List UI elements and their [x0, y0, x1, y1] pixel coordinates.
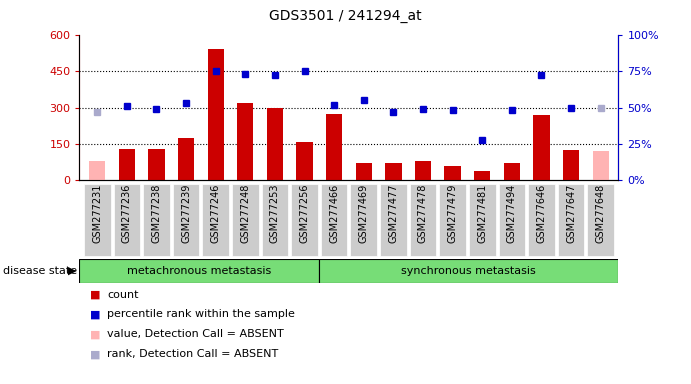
Bar	[326, 114, 342, 180]
Text: GDS3501 / 241294_at: GDS3501 / 241294_at	[269, 9, 422, 23]
Text: GSM277231: GSM277231	[92, 184, 102, 243]
Bar	[119, 149, 135, 180]
Text: value, Detection Call = ABSENT: value, Detection Call = ABSENT	[107, 329, 284, 339]
FancyBboxPatch shape	[79, 259, 319, 283]
Text: GSM277647: GSM277647	[566, 184, 576, 243]
FancyBboxPatch shape	[321, 184, 348, 256]
Text: ■: ■	[90, 329, 100, 339]
Bar	[563, 150, 579, 180]
FancyBboxPatch shape	[498, 184, 525, 256]
Text: percentile rank within the sample: percentile rank within the sample	[107, 310, 295, 319]
FancyBboxPatch shape	[528, 184, 555, 256]
Bar	[267, 108, 283, 180]
FancyBboxPatch shape	[587, 184, 614, 256]
Text: GSM277494: GSM277494	[507, 184, 517, 243]
FancyBboxPatch shape	[291, 184, 318, 256]
Text: ▶: ▶	[68, 266, 77, 276]
FancyBboxPatch shape	[84, 184, 111, 256]
Bar	[149, 149, 164, 180]
FancyBboxPatch shape	[143, 184, 170, 256]
Text: ■: ■	[90, 349, 100, 359]
Text: GSM277236: GSM277236	[122, 184, 132, 243]
Bar	[415, 161, 431, 180]
Text: ■: ■	[90, 310, 100, 319]
Bar	[385, 164, 401, 180]
FancyBboxPatch shape	[439, 184, 466, 256]
Bar	[504, 164, 520, 180]
Bar	[296, 142, 312, 180]
Bar	[474, 171, 491, 180]
Text: GSM277238: GSM277238	[151, 184, 162, 243]
Text: synchronous metastasis: synchronous metastasis	[401, 266, 536, 276]
FancyBboxPatch shape	[410, 184, 436, 256]
Text: GSM277246: GSM277246	[211, 184, 220, 243]
Bar	[444, 166, 461, 180]
Text: GSM277466: GSM277466	[329, 184, 339, 243]
Bar	[356, 164, 372, 180]
Text: GSM277479: GSM277479	[448, 184, 457, 243]
FancyBboxPatch shape	[113, 184, 140, 256]
FancyBboxPatch shape	[262, 184, 288, 256]
Text: GSM277239: GSM277239	[181, 184, 191, 243]
Text: GSM277478: GSM277478	[418, 184, 428, 243]
FancyBboxPatch shape	[558, 184, 585, 256]
Bar	[207, 49, 224, 180]
Text: GSM277477: GSM277477	[388, 184, 399, 243]
Text: GSM277646: GSM277646	[536, 184, 547, 243]
FancyBboxPatch shape	[319, 259, 618, 283]
Text: ■: ■	[90, 290, 100, 300]
Bar	[237, 103, 254, 180]
Text: GSM277248: GSM277248	[240, 184, 250, 243]
Text: rank, Detection Call = ABSENT: rank, Detection Call = ABSENT	[107, 349, 278, 359]
FancyBboxPatch shape	[350, 184, 377, 256]
Text: metachronous metastasis: metachronous metastasis	[127, 266, 272, 276]
Text: GSM277648: GSM277648	[596, 184, 606, 243]
Text: disease state: disease state	[3, 266, 77, 276]
Text: GSM277253: GSM277253	[270, 184, 280, 243]
Bar	[178, 138, 194, 180]
FancyBboxPatch shape	[202, 184, 229, 256]
Text: count: count	[107, 290, 139, 300]
FancyBboxPatch shape	[380, 184, 407, 256]
Bar	[89, 161, 105, 180]
Text: GSM277481: GSM277481	[477, 184, 487, 243]
Bar	[592, 151, 609, 180]
Text: GSM277469: GSM277469	[359, 184, 369, 243]
FancyBboxPatch shape	[469, 184, 495, 256]
FancyBboxPatch shape	[232, 184, 258, 256]
Text: GSM277256: GSM277256	[299, 184, 310, 243]
FancyBboxPatch shape	[173, 184, 200, 256]
Bar	[533, 115, 549, 180]
